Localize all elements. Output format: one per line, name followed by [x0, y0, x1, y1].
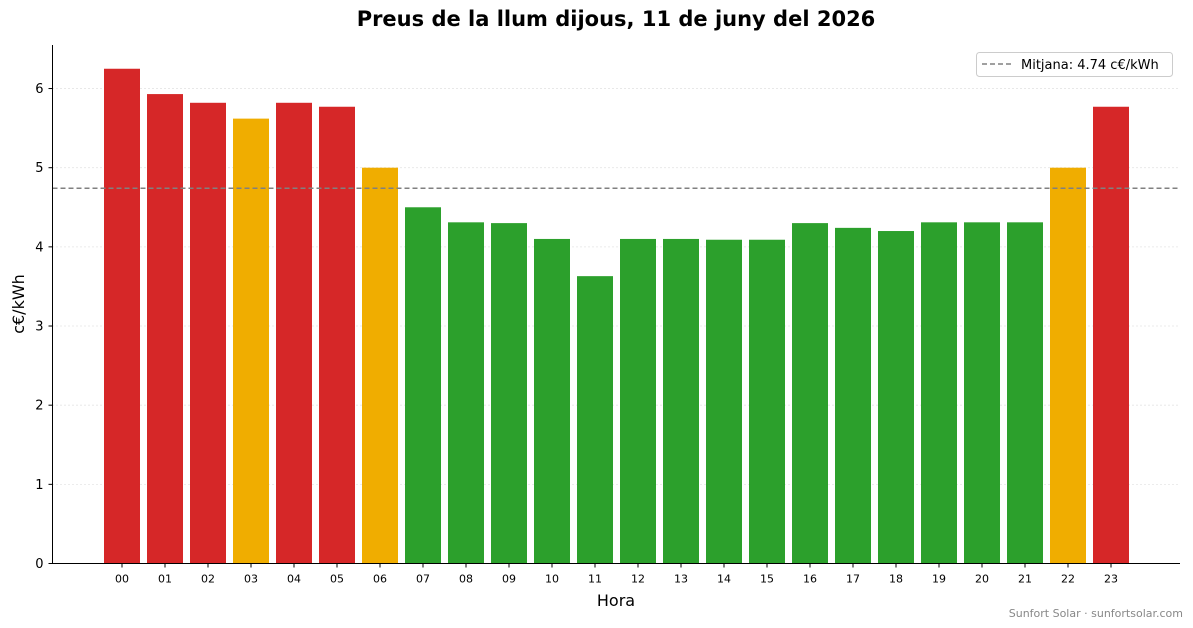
y-tick-label: 6	[35, 82, 43, 97]
bar-hour-06	[362, 168, 398, 564]
bar-hour-08	[448, 222, 484, 563]
x-tick-label: 23	[1104, 573, 1118, 586]
bar-hour-10	[534, 239, 570, 564]
legend-label: Mitjana: 4.74 c€/kWh	[1021, 58, 1159, 73]
bar-hour-22	[1050, 168, 1086, 564]
bar-hour-19	[921, 222, 957, 563]
bar-hour-01	[147, 94, 183, 563]
x-tick-label: 03	[244, 573, 258, 586]
x-tick-label: 00	[115, 573, 129, 586]
bar-hour-17	[835, 228, 871, 564]
bar-hour-16	[792, 223, 828, 563]
x-tick-label: 08	[459, 573, 473, 586]
x-tick-label: 16	[803, 573, 817, 586]
bar-hour-23	[1093, 107, 1129, 564]
bar-hour-18	[878, 231, 914, 563]
chart-title: Preus de la llum dijous, 11 de juny del …	[357, 7, 876, 31]
x-tick-label: 07	[416, 573, 430, 586]
x-tick-label: 12	[631, 573, 645, 586]
x-tick-label: 13	[674, 573, 688, 586]
bar-hour-12	[620, 239, 656, 564]
x-tick-label: 06	[373, 573, 387, 586]
bar-hour-04	[276, 103, 312, 564]
x-tick-label: 09	[502, 573, 516, 586]
bar-hour-21	[1007, 222, 1043, 563]
x-tick-label: 14	[717, 573, 731, 586]
legend: Mitjana: 4.74 c€/kWh	[977, 53, 1173, 77]
y-tick-label: 5	[35, 161, 43, 176]
y-ticks: 0 1 2 3 4 5 6	[35, 82, 52, 572]
bar-hour-03	[233, 119, 269, 564]
bar-hour-02	[190, 103, 226, 564]
x-tick-label: 02	[201, 573, 215, 586]
bar-hour-09	[491, 223, 527, 563]
bars	[104, 69, 1129, 564]
x-ticks: 00 01 02 03 04 05 06 07 08 09 10 11 12 13 14 15 16 17 18 19…	[115, 564, 1118, 586]
bar-hour-20	[964, 222, 1000, 563]
y-tick-label: 4	[35, 240, 43, 255]
x-tick-label: 22	[1061, 573, 1075, 586]
y-tick-label: 2	[35, 399, 43, 414]
x-tick-label: 20	[975, 573, 989, 586]
y-axis-label: c€/kWh	[9, 274, 28, 334]
bar-hour-15	[749, 240, 785, 564]
x-tick-label: 17	[846, 573, 860, 586]
y-tick-label: 3	[35, 320, 43, 335]
bar-hour-05	[319, 107, 355, 564]
x-tick-label: 04	[287, 573, 301, 586]
x-tick-label: 15	[760, 573, 774, 586]
x-tick-label: 11	[588, 573, 602, 586]
y-tick-label: 1	[35, 478, 43, 493]
x-tick-label: 21	[1018, 573, 1032, 586]
x-tick-label: 01	[158, 573, 172, 586]
bar-hour-13	[663, 239, 699, 564]
x-tick-label: 19	[932, 573, 946, 586]
bar-hour-00	[104, 69, 140, 564]
bar-hour-07	[405, 207, 441, 563]
bar-hour-14	[706, 240, 742, 564]
bar-hour-11	[577, 276, 613, 563]
x-tick-label: 18	[889, 573, 903, 586]
x-tick-label: 05	[330, 573, 344, 586]
x-axis-label: Hora	[597, 591, 635, 610]
x-tick-label: 10	[545, 573, 559, 586]
y-tick-label: 0	[35, 557, 43, 572]
footer-credit: Sunfort Solar · sunfortsolar.com	[1009, 607, 1183, 620]
